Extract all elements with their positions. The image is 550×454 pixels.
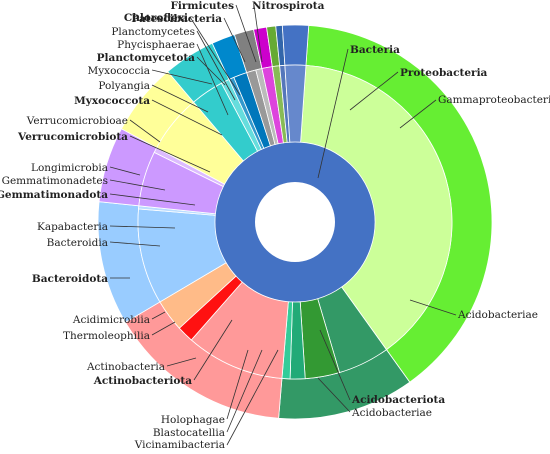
label-verrucomicrobioae: Verrucomicrobioae	[26, 115, 128, 127]
leader-line	[223, 17, 246, 63]
leader-line	[109, 166, 141, 176]
leader-line	[193, 319, 233, 381]
leader-line	[399, 99, 437, 129]
leader-line	[196, 30, 236, 101]
label-acidobacteriae: Acidobacteriae	[457, 309, 538, 321]
leader-line	[235, 4, 257, 63]
label-nitrospirota: Nitrospirota	[252, 0, 325, 12]
label-myxococcota: Myxococcota	[74, 95, 150, 107]
phylum-slice-other	[281, 24, 310, 66]
label-phycisphaerae: Phycisphaerae	[117, 39, 195, 51]
label-vicinamibacteria: Vicinamibacteria	[134, 439, 225, 451]
label-planctomycetota: Planctomycetota	[97, 52, 196, 64]
leader-line	[151, 69, 213, 85]
label-blastocatellia: Blastocatellia	[153, 427, 225, 439]
kingdom-slice-bacteria	[215, 142, 375, 302]
leader-line	[129, 135, 211, 173]
label-gemmatimonadota: Gemmatimonadota	[0, 189, 108, 201]
leader-line	[151, 321, 176, 336]
label-bacteria: Bacteria	[350, 44, 400, 56]
leader-line	[189, 16, 241, 96]
label-patescibacteria: Patescibacteria	[131, 13, 222, 25]
leader-line	[196, 56, 226, 86]
label-proteobacteria: Proteobacteria	[400, 67, 488, 79]
label-chloroflexi: Chloroflexi	[124, 12, 188, 24]
label-holophagae: Holophagae	[161, 414, 225, 426]
leader-line	[253, 4, 263, 63]
label-bacteroidia: Bacteroidia	[47, 237, 108, 249]
label-acidobacteriota: Acidobacteriota	[351, 394, 445, 406]
leader-line	[151, 311, 166, 320]
label-planctomycetes: Planctomycetes	[111, 26, 195, 38]
label-thermoleophilia: Thermoleophilia	[63, 330, 150, 342]
label-verrucomicrobiota: Verrucomicrobiota	[17, 131, 128, 143]
slices	[97, 24, 493, 420]
class-slice-gammaproteobacteria	[300, 64, 453, 351]
leader-line	[151, 84, 209, 113]
leader-line	[109, 193, 196, 206]
leader-line	[196, 43, 229, 116]
leader-lines	[109, 4, 457, 446]
leader-line	[226, 349, 279, 446]
label-kapabacteria: Kapabacteria	[37, 221, 108, 233]
leader-line	[226, 349, 249, 420]
label-acidobacteriae: Acidobacteriae	[351, 407, 432, 419]
leader-line	[109, 179, 166, 191]
label-firmicutes: Firmicutes	[170, 0, 234, 12]
leader-line	[317, 377, 351, 413]
label-polyangia: Polyangia	[98, 80, 150, 92]
label-acidimicrobiia: Acidimicrobiia	[72, 314, 150, 326]
label-gammaproteobacteria: Gammaproteobacteria	[438, 94, 550, 106]
leader-line	[226, 349, 263, 433]
label-gemmatimonadetes: Gemmatimonadetes	[2, 175, 108, 187]
leader-line	[409, 299, 457, 316]
leader-line	[151, 99, 223, 136]
leader-line	[109, 241, 161, 247]
leader-line	[349, 71, 399, 111]
label-longimicrobia: Longimicrobia	[31, 162, 108, 174]
leader-line	[109, 225, 176, 229]
leader-line	[166, 357, 197, 367]
label-bacteroidota: Bacteroidota	[32, 273, 108, 285]
class-slice-other	[284, 64, 307, 143]
label-actinobacteria: Actinobacteria	[86, 361, 165, 373]
label-actinobacteriota: Actinobacteriota	[93, 375, 192, 387]
leader-line	[319, 329, 351, 401]
label-myxococcia: Myxococcia	[87, 65, 150, 77]
leader-line	[129, 119, 161, 143]
leader-line	[317, 48, 349, 179]
